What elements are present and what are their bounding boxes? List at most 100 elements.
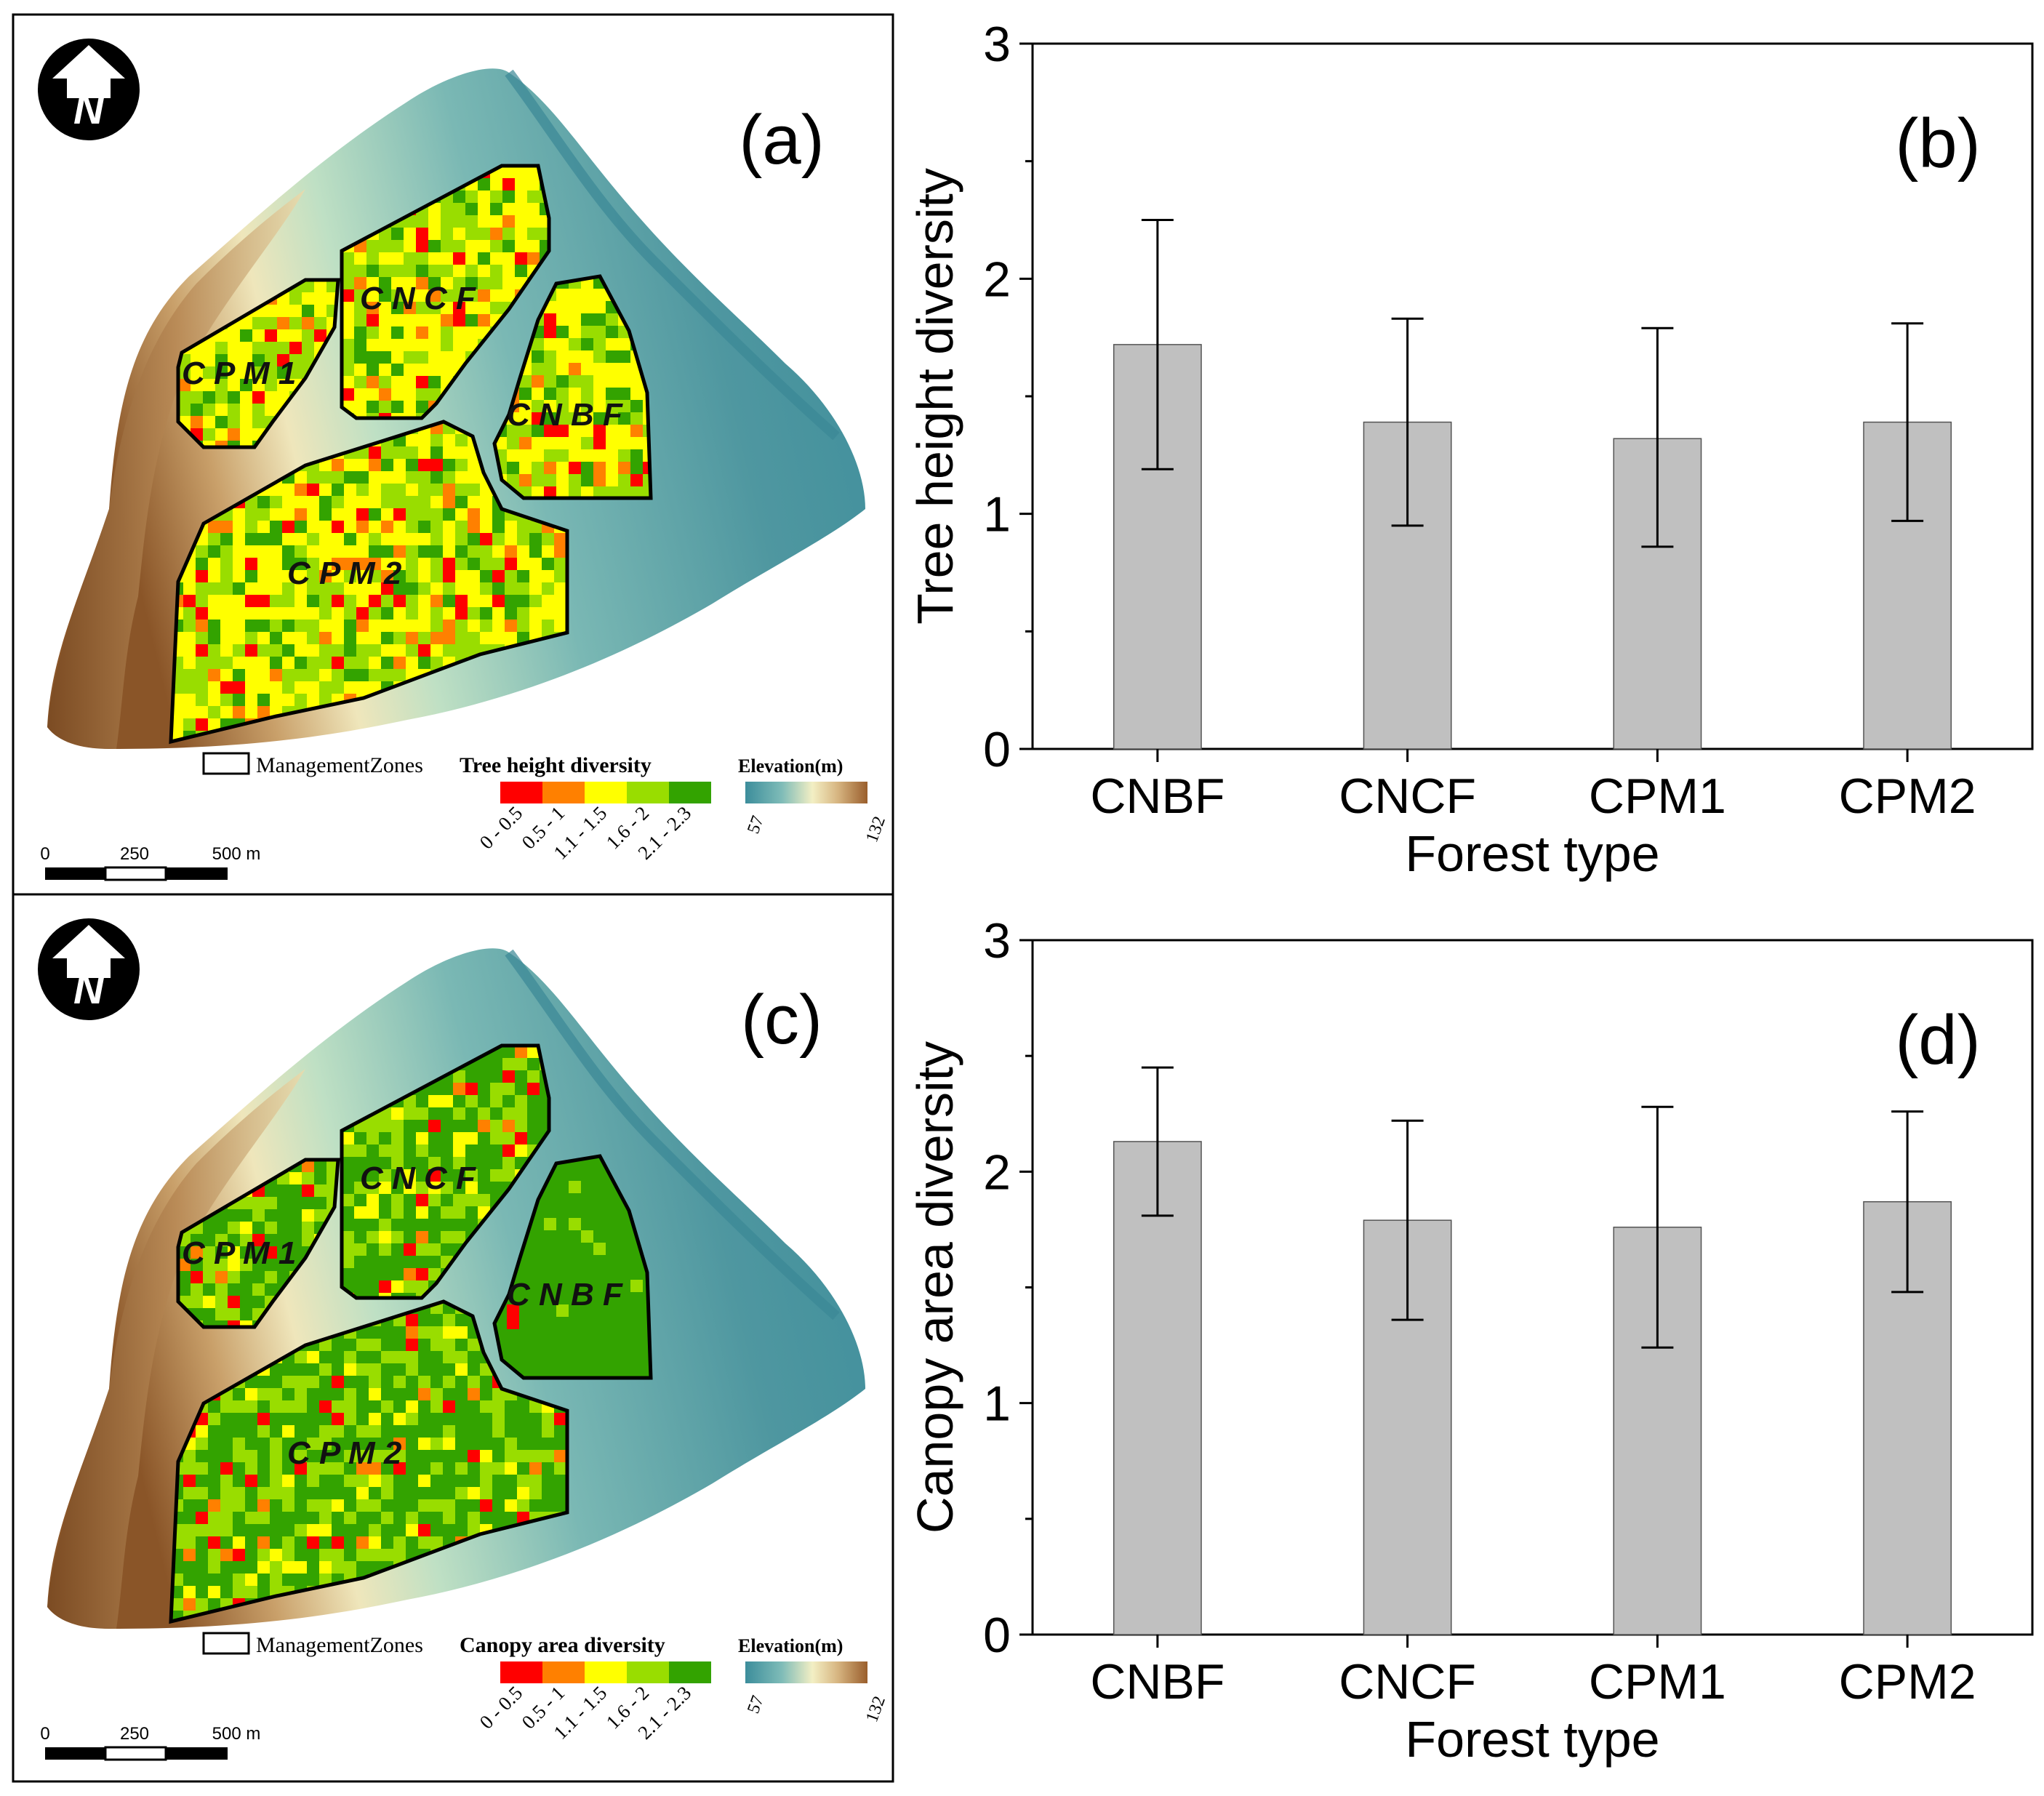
raster-cell [478,252,490,265]
raster-cell [208,1425,220,1438]
raster-cell [344,582,356,595]
raster-cell [441,240,453,252]
raster-cell [381,1536,393,1549]
raster-cell [430,1314,443,1326]
raster-cell [542,595,554,607]
raster-cell [319,484,332,496]
raster-cell [430,657,443,669]
raster-cell [393,1450,406,1462]
raster-cell [519,1280,532,1292]
raster-cell [406,1536,418,1549]
raster-cell [257,1376,270,1388]
y-axis-title: Canopy area diversity [907,1041,963,1534]
raster-cell [257,1450,270,1462]
raster-cell [319,1450,332,1462]
panel-label: (b) [1895,105,1980,183]
raster-cell [245,620,257,632]
raster-cell [404,351,416,364]
raster-cell [233,1561,245,1573]
raster-cell [441,302,453,314]
x-axis-title: Forest type [1405,825,1659,882]
raster-cell [480,620,492,632]
raster-cell [319,694,332,706]
raster-cell [183,1561,196,1573]
raster-cell [391,326,404,339]
raster-cell [581,1255,593,1267]
raster-cell [465,1095,478,1107]
raster-cell [406,595,418,607]
raster-cell [220,1499,233,1512]
raster-cell [393,632,406,644]
raster-cell [391,228,404,240]
raster-cell [406,484,418,496]
raster-cell [593,1366,606,1378]
raster-cell [468,484,480,496]
y-tick-label: 2 [983,1144,1011,1200]
raster-cell [441,203,453,215]
raster-cell [302,1172,314,1184]
raster-cell [354,401,366,413]
raster-cell [245,521,257,533]
raster-cell [344,1487,356,1499]
raster-cell [404,1182,416,1194]
raster-cell [270,1475,282,1487]
raster-cell [294,657,307,669]
raster-cell [507,462,519,474]
raster-cell [294,1561,307,1573]
raster-cell [581,1317,593,1329]
raster-cell [245,1549,257,1561]
raster-cell [342,376,354,388]
raster-cell [294,669,307,681]
raster-cell [416,1243,428,1256]
raster-cell [540,228,549,240]
y-tick-label: 2 [983,252,1011,307]
raster-cell [366,1120,379,1132]
raster-cell [527,228,540,240]
raster-cell [441,252,453,265]
raster-cell [381,1549,393,1561]
raster-cell [581,1329,593,1342]
raster-cell [344,1413,356,1425]
raster-cell [428,364,441,376]
raster-cell [468,508,480,521]
raster-cell [581,1181,593,1193]
raster-cell [540,240,549,252]
raster-cell [369,681,381,694]
raster-cell [203,1296,215,1308]
raster-cell [630,1292,643,1304]
raster-cell [519,375,532,388]
raster-cell [618,1354,630,1366]
raster-cell [344,1536,356,1549]
raster-cell [233,1487,245,1499]
raster-cell [233,521,245,533]
raster-cell [369,1351,381,1363]
raster-cell [332,545,344,558]
raster-cell [532,388,544,400]
raster-cell [404,240,416,252]
raster-cell [282,1561,294,1573]
raster-cell [178,1283,191,1296]
raster-cell [393,1363,406,1376]
raster-cell [527,191,540,203]
raster-cell [228,428,240,441]
raster-cell [366,1169,379,1182]
raster-cell [478,228,490,240]
raster-cell [379,1144,391,1157]
raster-cell [556,1243,569,1255]
raster-cell [319,1512,332,1524]
raster-cell [478,289,490,302]
raster-cell [443,1326,455,1339]
raster-cell [265,366,277,379]
raster-cell [404,1169,416,1182]
raster-cell [443,607,455,620]
raster-cell [257,496,270,508]
raster-cell [478,178,490,191]
raster-cell [618,375,630,388]
raster-cell [215,1296,228,1308]
x-tick-label-cnbf: CNBF [1090,769,1225,824]
raster-cell [527,215,540,228]
raster-cell [294,681,307,694]
raster-cell [556,412,569,425]
raster-cell [643,437,651,449]
raster-cell [228,391,240,404]
